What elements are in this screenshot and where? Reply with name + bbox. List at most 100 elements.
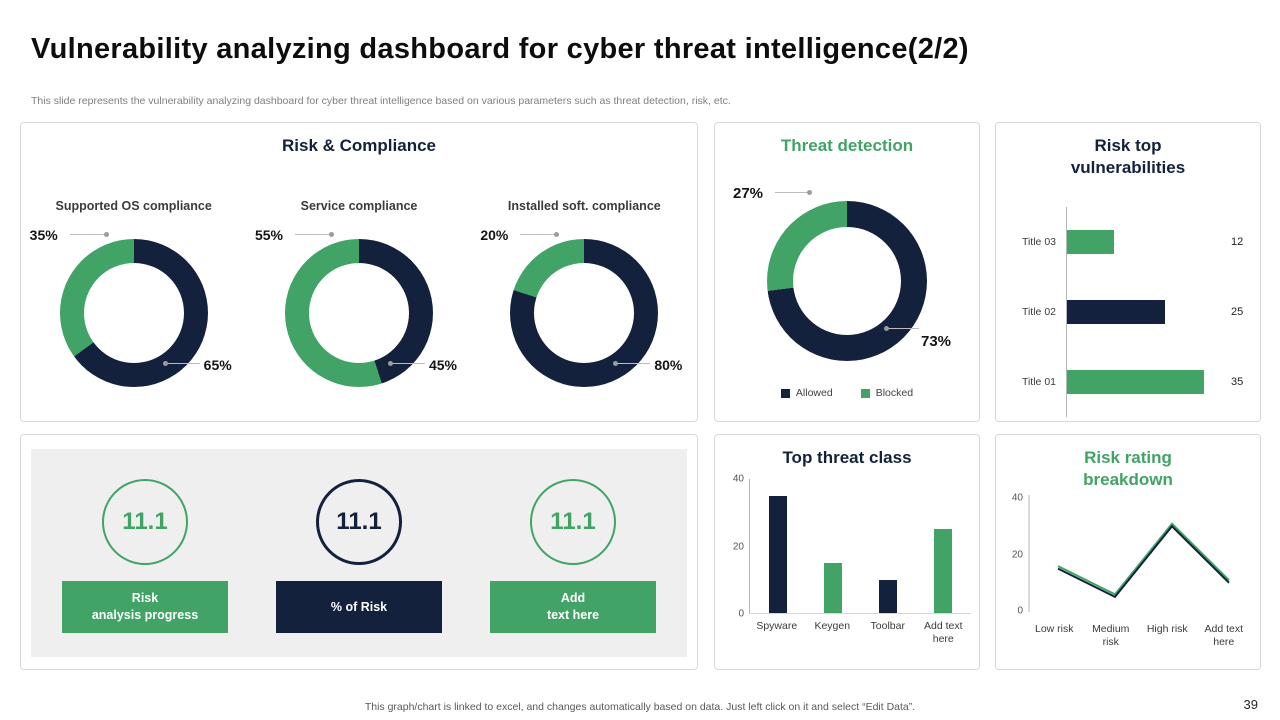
donut-group-installed-soft: Installed soft. compliance 20% 80% — [472, 199, 697, 387]
kpi-percent-of-risk: 11.1 % of Risk — [259, 479, 459, 633]
callout-line — [162, 360, 200, 366]
y-tick-40: 40 — [1011, 492, 1023, 504]
kpi-button-add-text-here[interactable]: Add text here — [490, 581, 656, 633]
kpi-risk-analysis-progress: 11.1 Risk analysis progress — [45, 479, 245, 633]
x-label-spyware: Spyware — [756, 620, 798, 632]
hbar-title-03 — [1067, 230, 1115, 254]
legend-item-allowed: Allowed — [780, 387, 833, 399]
bar-toolbar — [879, 579, 898, 613]
legend-item-blocked: Blocked — [860, 387, 914, 399]
callout-line — [387, 360, 425, 366]
page-subtitle: This slide represents the vulnerability … — [31, 95, 731, 107]
hbar-row-title-03: Title 03 12 — [1010, 207, 1252, 277]
legend-swatch-allowed — [780, 388, 790, 398]
donut-green-label: 27% — [733, 184, 764, 202]
y-tick-0: 0 — [738, 608, 744, 620]
bar-plot-area — [749, 479, 971, 614]
hbar-category-label: Title 03 — [1021, 236, 1056, 248]
compliance-donut-row: Supported OS compliance 35% 65% Service … — [21, 199, 697, 387]
panel-top-threat-class: Top threat class 40 20 0 Spyware Keygen … — [714, 434, 980, 670]
vbar-chart: 40 20 0 Spyware Keygen Toolbar Add text … — [725, 474, 971, 646]
callout-line — [775, 189, 812, 195]
x-label-low-risk: Low risk — [1034, 623, 1074, 635]
legend-label-allowed: Allowed — [795, 387, 833, 399]
legend-label-blocked: Blocked — [875, 387, 914, 399]
hbar-value-label: 35 — [1231, 376, 1244, 388]
risk-compliance-title: Risk & Compliance — [282, 136, 436, 155]
top-threat-class-title: Top threat class — [782, 448, 912, 467]
legend-swatch-blocked — [860, 388, 870, 398]
donut-group-supported-os: Supported OS compliance 35% 65% — [21, 199, 246, 387]
page-title: Vulnerability analyzing dashboard for cy… — [31, 33, 969, 65]
hbar-value-label: 12 — [1231, 236, 1244, 248]
y-tick-0: 0 — [1017, 605, 1023, 617]
threat-detection-donut-chart: 27% 73% — [733, 185, 951, 361]
risk-top-vulnerabilities-title: Risk top vulnerabilities — [1070, 136, 1186, 177]
hbar-category-label: Title 01 — [1021, 376, 1056, 388]
y-axis-ticks: 40 20 0 — [1004, 493, 1024, 617]
donut-navy-label: 65% — [203, 356, 232, 373]
kpi-add-text-here: 11.1 Add text here — [473, 479, 673, 633]
donut-navy-label: 73% — [921, 332, 952, 350]
installed-soft-title: Installed soft. compliance — [507, 198, 661, 213]
bar-keygen — [823, 562, 842, 613]
threat-legend: Allowed Blocked — [715, 387, 979, 399]
y-axis-ticks: 40 20 0 — [725, 474, 747, 620]
hbar-row-title-01: Title 01 35 — [1010, 347, 1252, 417]
donut-ring — [284, 238, 433, 387]
donut-navy-label: 80% — [654, 356, 683, 373]
footer-note: This graph/chart is linked to excel, and… — [364, 701, 916, 713]
supported-os-title: Supported OS compliance — [55, 198, 212, 213]
donut-green-label: 35% — [29, 226, 58, 243]
donut-ring — [510, 238, 659, 387]
hbar-title-01 — [1067, 370, 1205, 394]
supported-os-donut-chart: 35% 65% — [30, 227, 232, 387]
donut-ring — [59, 238, 208, 387]
panel-threat-detection: Threat detection 27% 73% Allowed Blocked — [714, 122, 980, 422]
hbar-category-label: Title 02 — [1021, 306, 1056, 318]
callout-line — [69, 231, 109, 237]
risk-line-green — [1057, 522, 1230, 596]
installed-soft-donut-chart: 20% 80% — [480, 227, 682, 387]
line-plot-area — [1028, 495, 1230, 612]
threat-detection-title: Threat detection — [780, 136, 914, 155]
bar-spyware — [768, 495, 787, 613]
service-compliance-donut-chart: 55% 45% — [255, 227, 457, 387]
donut-green-label: 55% — [254, 226, 284, 243]
kpi-button-risk-analysis-progress[interactable]: Risk analysis progress — [62, 581, 228, 633]
callout-line — [520, 231, 560, 237]
hbar-track — [1066, 277, 1224, 347]
callout-line — [613, 360, 651, 366]
panel-risk-kpis: 11.1 Risk analysis progress 11.1 % of Ri… — [20, 434, 698, 670]
page-number: 39 — [1243, 697, 1258, 712]
kpi-background: 11.1 Risk analysis progress 11.1 % of Ri… — [31, 449, 687, 657]
risk-line-navy — [1057, 524, 1230, 599]
service-compliance-title: Service compliance — [300, 198, 418, 213]
callout-line — [294, 231, 334, 237]
y-tick-40: 40 — [732, 473, 744, 485]
hbar-track — [1066, 207, 1224, 277]
x-label-medium-risk: Medium risk — [1092, 623, 1130, 649]
y-tick-20: 20 — [732, 541, 744, 552]
donut-green-label: 20% — [480, 226, 509, 243]
donut-ring — [767, 200, 927, 361]
kpi-circle-percent-of-risk: 11.1 — [316, 479, 402, 565]
kpi-circle-add-text: 11.1 — [530, 479, 616, 565]
hbar-value-label: 25 — [1231, 306, 1244, 318]
x-label-add-text-here: Add text here — [1204, 623, 1244, 649]
panel-risk-top-vulnerabilities: Risk top vulnerabilities Title 03 12 Tit… — [995, 122, 1261, 422]
line-chart: 40 20 0 Low risk Medium risk High risk A… — [1004, 491, 1252, 649]
x-label-high-risk: High risk — [1146, 623, 1188, 635]
hbar-row-title-02: Title 02 25 — [1010, 277, 1252, 347]
x-axis-labels: Spyware Keygen Toolbar Add text here — [749, 614, 971, 646]
panel-risk-compliance: Risk & Compliance Supported OS complianc… — [20, 122, 698, 422]
bar-add-text-here — [934, 529, 953, 613]
donut-group-service: Service compliance 55% 45% — [246, 199, 471, 387]
kpi-circle-risk-analysis: 11.1 — [102, 479, 188, 565]
x-label-keygen: Keygen — [814, 620, 851, 632]
y-tick-20: 20 — [1011, 549, 1023, 560]
hbar-track — [1066, 347, 1224, 417]
risk-rating-breakdown-title: Risk rating breakdown — [1083, 448, 1173, 489]
kpi-button-percent-of-risk[interactable]: % of Risk — [276, 581, 442, 633]
